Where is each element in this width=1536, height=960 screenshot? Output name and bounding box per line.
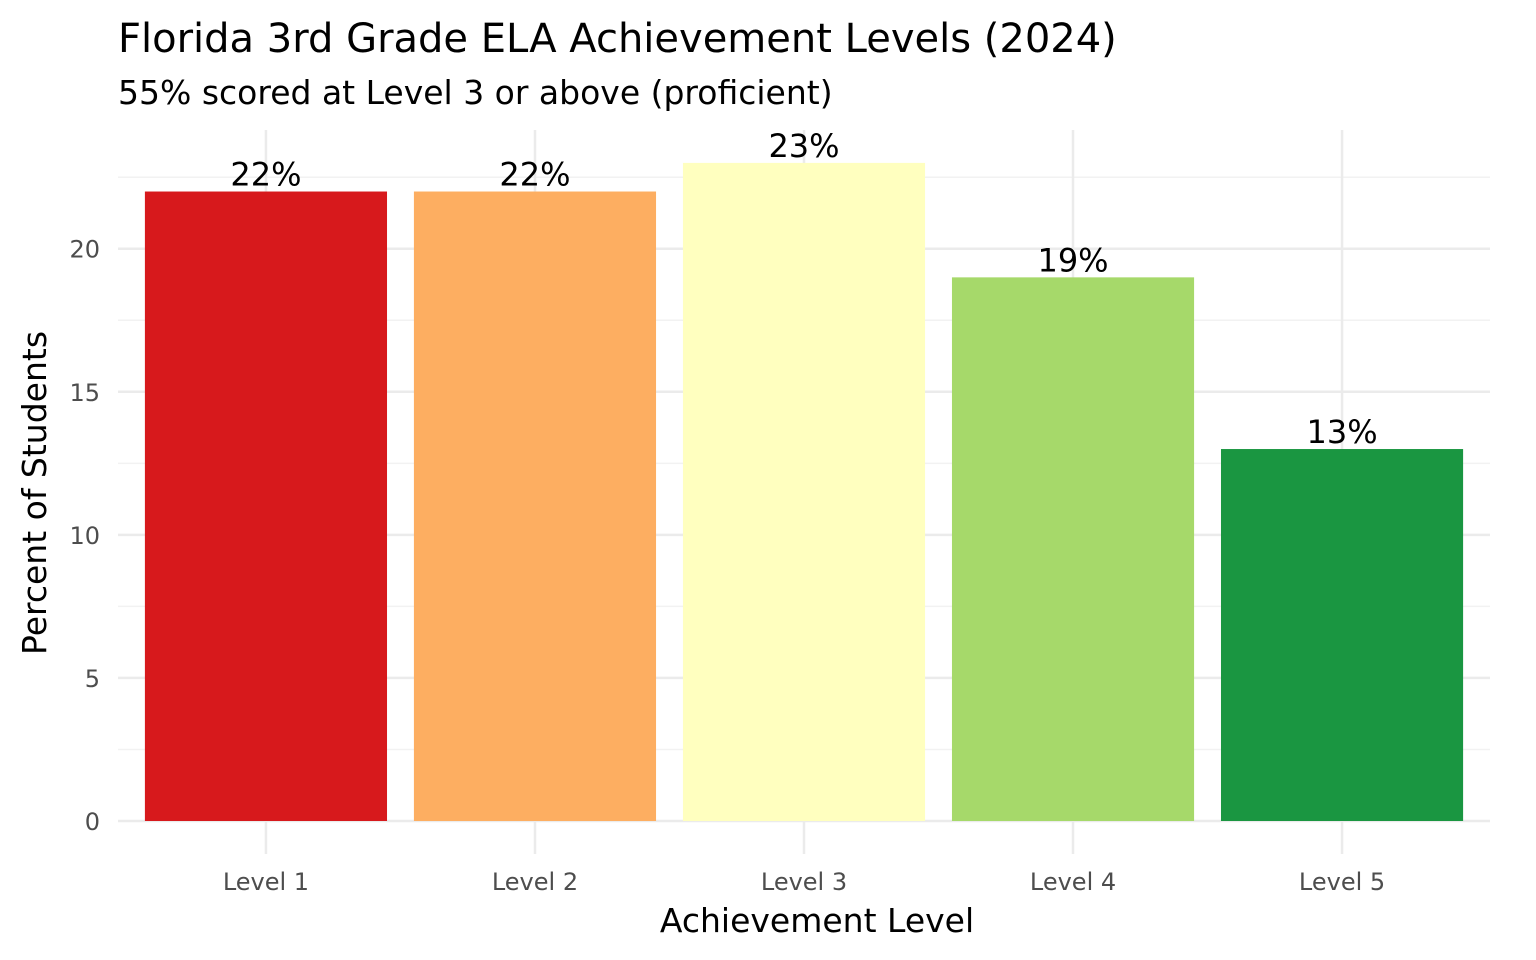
x-tick-label: Level 5: [1299, 868, 1385, 896]
x-tick-label: Level 1: [223, 868, 309, 896]
bar-value-label: 22%: [499, 156, 570, 194]
x-tick-label: Level 4: [1030, 868, 1116, 896]
bar-level-2: [413, 191, 657, 822]
bar-level-1: [144, 191, 388, 822]
bar-level-3: [682, 162, 926, 821]
chart-title: Florida 3rd Grade ELA Achievement Levels…: [118, 16, 1117, 62]
x-axis-title: Achievement Level: [660, 901, 974, 940]
x-axis: Level 1 Level 2 Level 3 Level 4 Level 5: [223, 821, 1385, 896]
bar-level-4: [951, 277, 1195, 822]
y-axis: 0 5 10 15 20: [69, 236, 100, 836]
y-tick-label: 0: [85, 808, 100, 836]
bar-value-label: 19%: [1037, 241, 1108, 279]
bar-value-label: 22%: [230, 156, 301, 194]
y-tick-label: 10: [69, 522, 100, 550]
x-tick-label: Level 2: [492, 868, 578, 896]
bar-value-labels: 22% 22% 23% 19% 13%: [230, 127, 1377, 451]
chart-subtitle: 55% scored at Level 3 or above (proficie…: [118, 73, 833, 112]
y-tick-label: 15: [69, 379, 100, 407]
y-axis-title: Percent of Students: [15, 331, 54, 655]
bar-value-label: 23%: [768, 127, 839, 165]
y-tick-label: 5: [85, 665, 100, 693]
bars: [144, 162, 1464, 822]
bar-value-label: 13%: [1306, 413, 1377, 451]
y-tick-label: 20: [69, 236, 100, 264]
x-tick-label: Level 3: [761, 868, 847, 896]
bar-level-5: [1220, 449, 1464, 821]
